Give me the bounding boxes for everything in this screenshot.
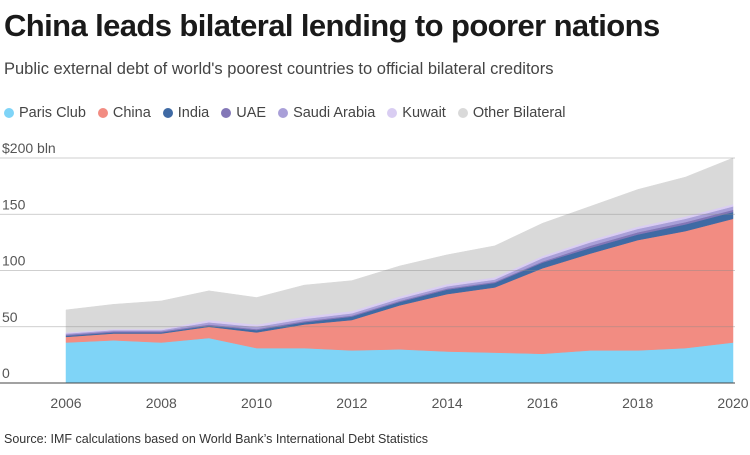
y-tick-label: $200 bln (2, 140, 56, 156)
legend-label: UAE (236, 105, 267, 121)
chart-subtitle: Public external debt of world's poorest … (4, 60, 554, 78)
legend-label: Saudi Arabia (293, 105, 376, 121)
legend-swatch (4, 108, 14, 118)
y-tick-label: 50 (2, 309, 18, 325)
chart-legend: Paris Club China India UAE Saudi Arabia Kuwai… (4, 105, 566, 121)
x-tick-label: 2014 (432, 395, 463, 411)
legend-label: Other Bilateral (472, 105, 566, 121)
legend-label: India (177, 105, 210, 121)
legend-item: China (97, 105, 151, 121)
x-tick-label: 2020 (717, 395, 748, 411)
legend-swatch (97, 108, 108, 118)
legend-item: Other Bilateral (457, 105, 566, 121)
chart-title: China leads bilateral lending to poorer … (4, 8, 660, 43)
legend-label: Paris Club (19, 105, 86, 121)
area-other-bilateral (65, 157, 734, 333)
source-note: Source: IMF calculations based on World … (4, 432, 429, 446)
legend-item: India (162, 105, 210, 121)
legend-item: Paris Club (4, 105, 86, 121)
legend-item: UAE (221, 105, 266, 121)
legend-swatch (162, 108, 173, 118)
x-tick-label: 2008 (146, 395, 177, 411)
y-tick-label: 150 (2, 196, 26, 212)
y-tick-label: 100 (2, 253, 26, 269)
y-tick-label: 0 (2, 365, 10, 381)
legend-swatch (221, 108, 232, 118)
legend-swatch (278, 108, 289, 118)
legend-swatch (387, 108, 398, 118)
legend-item: Saudi Arabia (278, 105, 375, 121)
legend-swatch (457, 108, 468, 118)
legend-item: Kuwait (387, 105, 446, 121)
x-tick-label: 2018 (622, 395, 653, 411)
x-tick-label: 2010 (241, 395, 272, 411)
legend-label: Kuwait (402, 105, 446, 121)
x-tick-label: 2012 (336, 395, 367, 411)
area-chart: $200 bln 150 100 50 0 2006 2008 2010 2012 2014 201… (0, 140, 749, 411)
x-tick-label: 2006 (50, 395, 81, 411)
x-tick-label: 2016 (527, 395, 558, 411)
legend-label: China (112, 105, 151, 121)
